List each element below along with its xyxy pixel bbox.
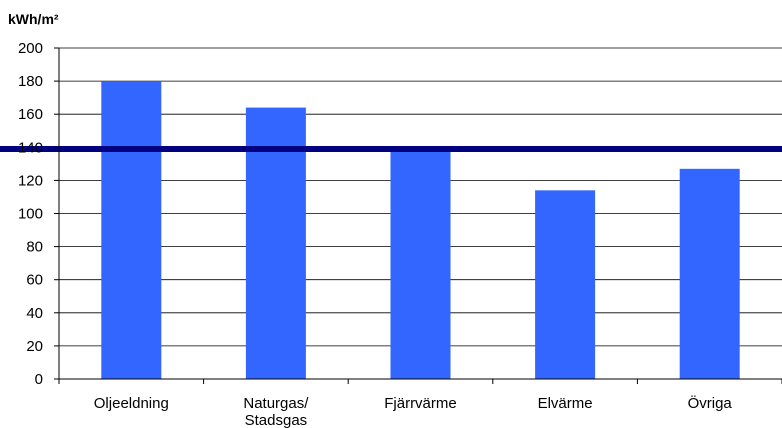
y-tick-label: 200 xyxy=(18,40,43,57)
y-tick-label: 180 xyxy=(18,73,43,90)
x-tick-label: Elvärme xyxy=(538,395,593,412)
x-tick-labels: Oljeeldning Naturgas/Stadsgas Fjärrvärme El… xyxy=(94,394,733,428)
x-tick-label: Naturgas/Stadsgas xyxy=(243,395,309,428)
y-tick-label: 60 xyxy=(26,272,43,289)
y-tick-label: 20 xyxy=(26,338,43,355)
y-tick-label: 140 xyxy=(18,139,43,156)
bar xyxy=(535,190,596,379)
x-tick-label: Övriga xyxy=(688,394,733,412)
x-tick-label: Oljeeldning xyxy=(94,395,169,412)
y-tick-label: 40 xyxy=(26,305,43,322)
y-tick-label: 100 xyxy=(18,206,43,223)
y-tick-labels: 0 20 40 60 80 100 120 140 160 180 200 xyxy=(18,40,43,388)
y-tick-label: 120 xyxy=(18,172,43,189)
y-tick-label: 80 xyxy=(26,239,43,256)
bar xyxy=(390,147,451,379)
y-tick-label: 0 xyxy=(35,371,43,388)
y-unit-label: kWh/m² xyxy=(8,11,59,27)
bar xyxy=(245,107,306,379)
bar xyxy=(679,168,740,379)
bar xyxy=(101,81,162,379)
y-tick-label: 160 xyxy=(18,106,43,123)
bars xyxy=(101,81,740,379)
axes xyxy=(54,47,782,384)
x-tick-label: Fjärrvärme xyxy=(384,395,457,412)
